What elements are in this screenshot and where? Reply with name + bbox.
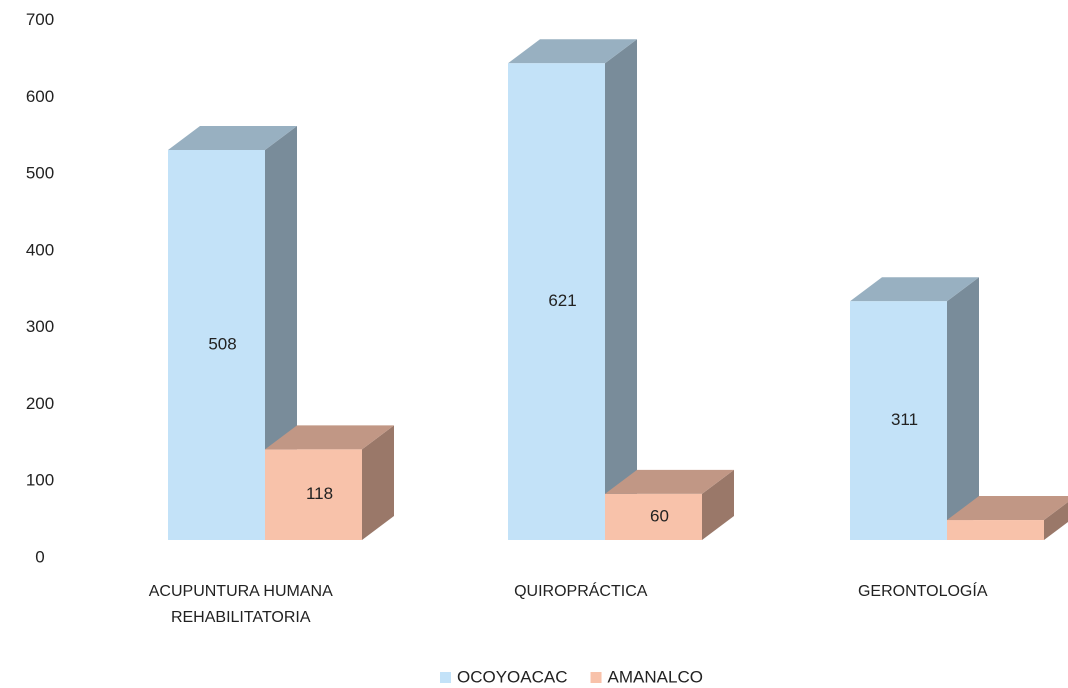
value-label: 621: [548, 291, 576, 310]
y-tick-label: 100: [26, 471, 54, 490]
legend-swatch: [590, 672, 602, 683]
bar: [168, 150, 265, 540]
y-tick-label: 0: [35, 547, 44, 566]
bar-side: [702, 469, 734, 540]
bar-top: [265, 425, 394, 450]
value-label: 508: [208, 334, 236, 353]
bar-top: [168, 126, 297, 150]
bar-side: [362, 425, 394, 540]
bar: [947, 520, 1044, 540]
legend-label: OCOYOACAC: [457, 667, 568, 686]
bar-top: [850, 277, 979, 302]
bar: [850, 301, 947, 540]
legend-label: AMANALCO: [608, 667, 703, 686]
value-label: 118: [306, 484, 333, 503]
bar-side: [605, 39, 637, 540]
value-label: 60: [650, 506, 669, 525]
bar-side: [1044, 502, 1068, 540]
y-tick-label: 300: [26, 317, 54, 336]
bar: [605, 493, 702, 540]
bar-side: [947, 277, 979, 540]
y-tick-label: 200: [26, 394, 54, 413]
x-tick-label: QUIROPRÁCTICA: [514, 583, 648, 600]
y-tick-label: 400: [26, 240, 54, 259]
x-tick-label: GERONTOLOGÍA: [857, 583, 988, 600]
bar: [265, 449, 362, 540]
bar-top: [508, 39, 637, 64]
bar-top: [947, 496, 1068, 521]
y-tick-label: 500: [26, 164, 54, 183]
legend-swatch: [440, 672, 451, 683]
x-tick-label: ACUPUNTURA HUMANA REHABILITATORIA: [148, 583, 333, 626]
bar: [508, 63, 605, 540]
value-label: 311: [891, 410, 918, 429]
y-tick-label: 700: [26, 10, 54, 29]
bar-top: [605, 469, 734, 494]
y-tick-label: 600: [26, 87, 54, 106]
